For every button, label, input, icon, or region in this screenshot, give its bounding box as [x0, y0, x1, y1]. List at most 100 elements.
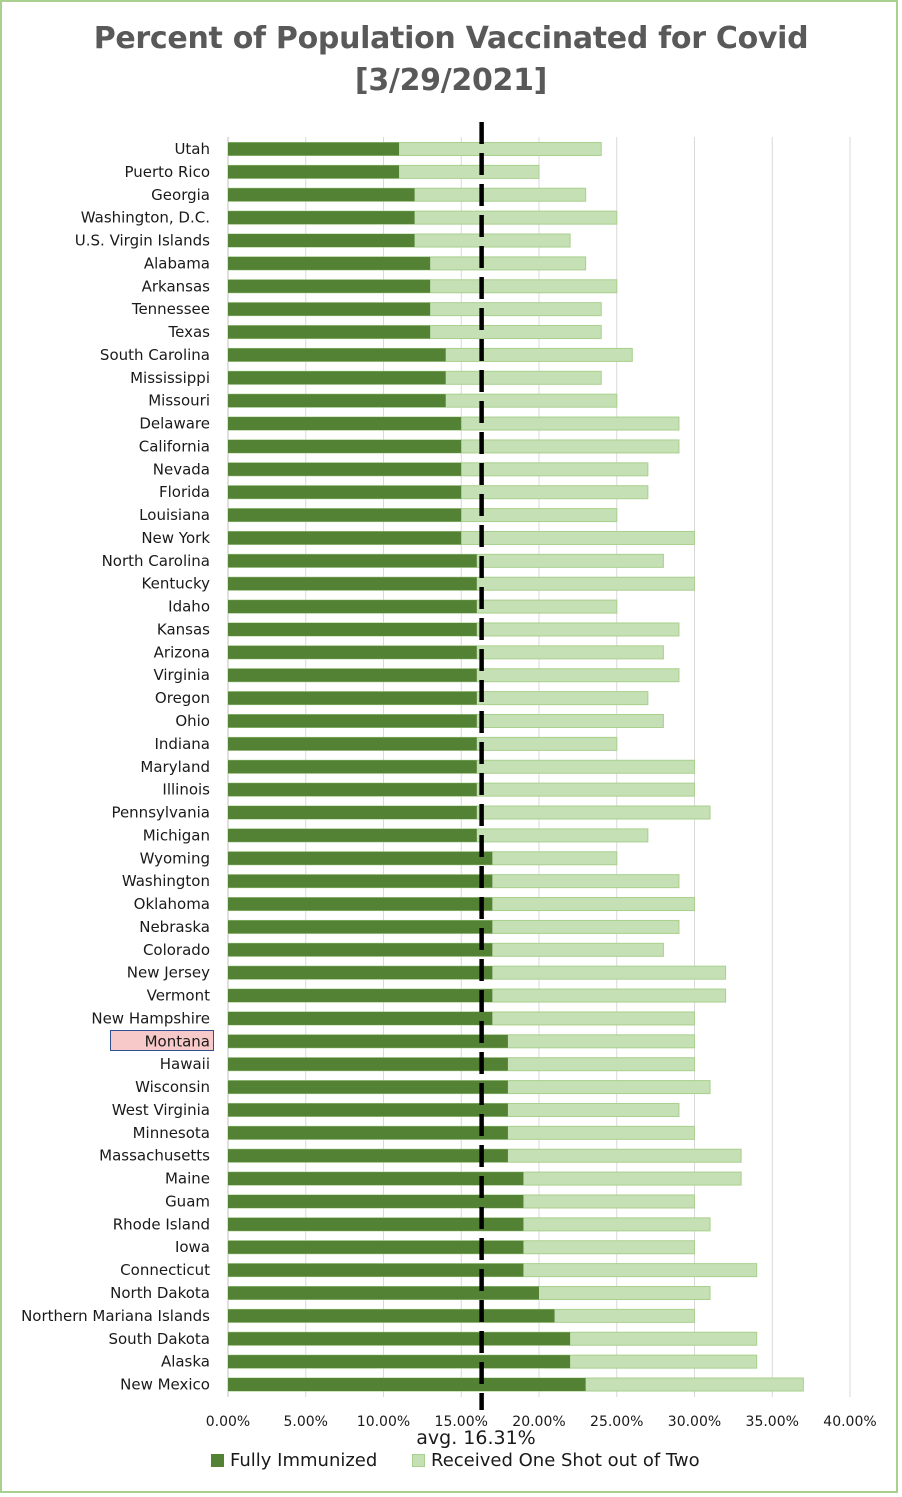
category-label-ohio: Ohio — [175, 712, 210, 730]
bar-fully-immunized-iowa — [228, 1240, 524, 1254]
category-label-connecticut: Connecticut — [120, 1261, 210, 1279]
x-tick-label-3: 15.00% — [435, 1414, 488, 1430]
x-tick-label-1: 5.00% — [284, 1414, 328, 1430]
category-label-vermont: Vermont — [147, 987, 211, 1005]
bar-fully-immunized-south-carolina — [228, 348, 446, 362]
category-label-west-virginia: West Virginia — [112, 1101, 210, 1119]
bar-fully-immunized-missouri — [228, 394, 446, 408]
bar-fully-immunized-georgia — [228, 188, 415, 202]
bar-fully-immunized-nebraska — [228, 920, 493, 934]
bar-fully-immunized-michigan — [228, 828, 477, 842]
legend-swatch-fully-immunized — [211, 1454, 224, 1467]
category-label-massachusetts: Massachusetts — [99, 1147, 210, 1165]
category-label-northern-mariana-islands: Northern Mariana Islands — [21, 1307, 210, 1325]
category-label-idaho: Idaho — [168, 598, 210, 616]
category-label-delaware: Delaware — [139, 415, 210, 433]
category-label-nebraska: Nebraska — [139, 918, 210, 936]
legend-label-one-shot: Received One Shot out of Two — [431, 1450, 700, 1471]
category-label-arkansas: Arkansas — [142, 277, 211, 295]
category-label-maryland: Maryland — [140, 758, 210, 776]
bars — [227, 142, 804, 1392]
x-tick-label-2: 10.00% — [357, 1414, 410, 1430]
bar-fully-immunized-california — [228, 439, 462, 453]
category-label-new-hampshire: New Hampshire — [91, 1009, 210, 1027]
bar-fully-immunized-west-virginia — [228, 1103, 508, 1117]
category-label-illinois: Illinois — [162, 781, 210, 799]
chart-title: Percent of Population Vaccinated for Cov… — [0, 18, 902, 102]
x-tick-label-5: 25.00% — [590, 1414, 643, 1430]
bar-fully-immunized-idaho — [228, 600, 477, 614]
bar-fully-immunized-oregon — [228, 691, 477, 705]
bar-fully-immunized-south-dakota — [228, 1332, 571, 1346]
category-label-arizona: Arizona — [154, 643, 210, 661]
category-label-minnesota: Minnesota — [133, 1124, 210, 1142]
x-tick-label-7: 35.00% — [746, 1414, 799, 1430]
category-label-kansas: Kansas — [157, 620, 210, 638]
bar-fully-immunized-north-dakota — [228, 1286, 539, 1300]
x-tick-label-4: 20.00% — [512, 1414, 565, 1430]
highlight-box — [110, 1030, 214, 1051]
bar-fully-immunized-arkansas — [228, 279, 431, 293]
category-label-oregon: Oregon — [155, 689, 210, 707]
bar-fully-immunized-tennessee — [228, 302, 431, 316]
bar-fully-immunized-massachusetts — [228, 1149, 508, 1163]
category-label-guam: Guam — [165, 1192, 210, 1210]
category-label-north-dakota: North Dakota — [110, 1284, 210, 1302]
category-label-new-york: New York — [141, 529, 210, 547]
bar-fully-immunized-vermont — [228, 989, 493, 1003]
chart-title-line-1: Percent of Population Vaccinated for Cov… — [93, 21, 809, 56]
bar-fully-immunized-puerto-rico — [228, 165, 400, 179]
category-label-alabama: Alabama — [144, 254, 210, 272]
bar-fully-immunized-alaska — [228, 1355, 571, 1369]
category-label-california: California — [139, 437, 210, 455]
category-label-maine: Maine — [165, 1170, 210, 1188]
bar-fully-immunized-alabama — [228, 256, 431, 270]
bar-fully-immunized-louisiana — [228, 508, 462, 522]
chart-title-line-2: [3/29/2021] — [354, 63, 548, 98]
bar-fully-immunized-kentucky — [228, 577, 477, 591]
category-label-kentucky: Kentucky — [142, 575, 211, 593]
category-label-texas: Texas — [168, 323, 211, 341]
category-label-pennsylvania: Pennsylvania — [111, 804, 210, 822]
legend-label-fully-immunized: Fully Immunized — [230, 1450, 378, 1471]
category-label-montana: Montana — [145, 1032, 210, 1050]
category-label-north-carolina: North Carolina — [102, 552, 210, 570]
category-label-florida: Florida — [159, 483, 210, 501]
category-label-louisiana: Louisiana — [139, 506, 210, 524]
bar-fully-immunized-delaware — [228, 417, 462, 431]
category-label-washington: Washington — [122, 872, 210, 890]
bar-fully-immunized-washington-d-c — [228, 211, 415, 225]
bar-fully-immunized-north-carolina — [228, 554, 477, 568]
bar-fully-immunized-new-mexico — [228, 1378, 586, 1392]
category-label-new-jersey: New Jersey — [127, 964, 210, 982]
bar-fully-immunized-colorado — [228, 943, 493, 957]
category-label-new-mexico: New Mexico — [120, 1376, 210, 1394]
bar-fully-immunized-virginia — [228, 668, 477, 682]
category-label-mississippi: Mississippi — [130, 369, 210, 387]
category-label-michigan: Michigan — [143, 826, 210, 844]
category-label-washington-d-c: Washington, D.C. — [81, 209, 210, 227]
bar-fully-immunized-nevada — [228, 462, 462, 476]
x-tick-label-0: 0.00% — [206, 1414, 250, 1430]
category-label-tennessee: Tennessee — [131, 300, 210, 318]
bar-fully-immunized-utah — [228, 142, 400, 156]
bar-fully-immunized-arizona — [228, 645, 477, 659]
bar-fully-immunized-wyoming — [228, 851, 493, 865]
bar-fully-immunized-washington — [228, 874, 493, 888]
average-label: avg. 16.31% — [416, 1427, 536, 1449]
category-label-alaska: Alaska — [161, 1353, 210, 1371]
x-tick-labels: 0.00% 5.00% 10.00% 15.00% 20.00% 25.00% 30.00%… — [206, 1414, 877, 1430]
category-label-colorado: Colorado — [143, 941, 210, 959]
category-labels: Utah Puerto Rico Georgia Washington, D.C. U.… — [21, 140, 210, 1394]
bar-fully-immunized-oklahoma — [228, 897, 493, 911]
bar-fully-immunized-guam — [228, 1194, 524, 1208]
legend: Fully Immunized Received One Shot out of… — [0, 1450, 902, 1476]
category-label-georgia: Georgia — [151, 186, 210, 204]
x-tick-label-6: 30.00% — [668, 1414, 721, 1430]
x-tick-label-8: 40.00% — [823, 1414, 876, 1430]
category-label-hawaii: Hawaii — [160, 1055, 210, 1073]
category-label-wyoming: Wyoming — [140, 849, 210, 867]
bar-fully-immunized-new-jersey — [228, 966, 493, 980]
